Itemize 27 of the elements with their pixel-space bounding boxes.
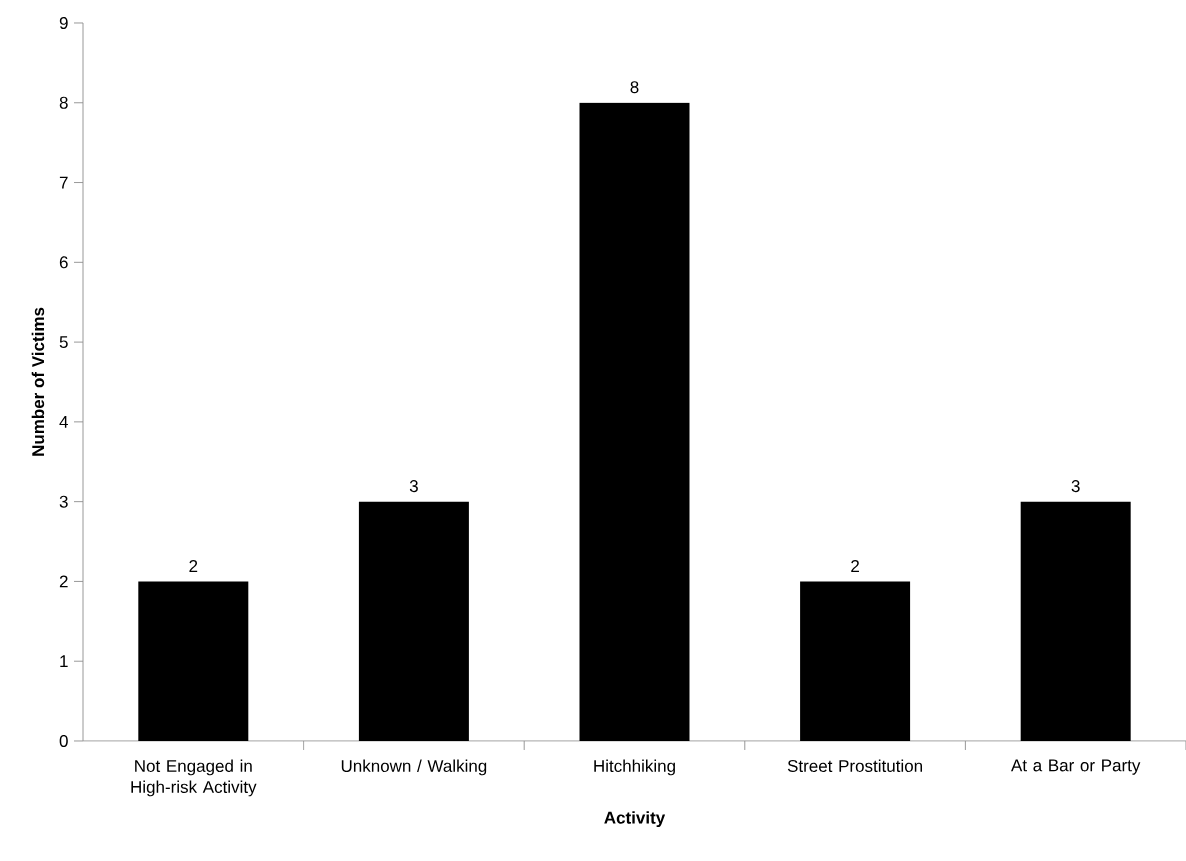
y-tick-label: 0: [59, 734, 68, 748]
bar: [800, 581, 911, 741]
bar: [138, 581, 249, 741]
y-tick-label: 9: [59, 16, 68, 30]
y-tick-label: 8: [59, 96, 68, 109]
data-label: 3: [1071, 480, 1080, 493]
bar: [1020, 501, 1131, 741]
data-label: 3: [409, 480, 418, 493]
x-tick-label: Hitchhiking: [594, 759, 675, 776]
data-label: 8: [630, 81, 639, 94]
x-tick-label: Not Engaged in High-risk Activity: [131, 759, 257, 797]
bar: [358, 501, 469, 741]
x-tick-label: Street Prostitution: [787, 759, 922, 773]
y-tick-label: 4: [59, 416, 68, 428]
y-tick-label: 5: [59, 336, 68, 349]
data-label: 2: [189, 560, 198, 572]
y-tick-label: 7: [59, 176, 68, 189]
x-tick-label: Unknown / Walking: [341, 759, 487, 776]
y-tick-label: 2: [59, 575, 68, 588]
y-tick-label: 3: [59, 495, 68, 508]
x-tick-label: At a Bar or Party: [1011, 759, 1141, 775]
y-tick-label: 6: [59, 256, 68, 269]
bar: [579, 102, 690, 741]
data-label: 2: [851, 560, 859, 572]
y-tick-label: 1: [60, 655, 68, 668]
y-axis-title: Number of Victims: [31, 307, 45, 456]
x-axis-title: Activity: [604, 811, 666, 828]
